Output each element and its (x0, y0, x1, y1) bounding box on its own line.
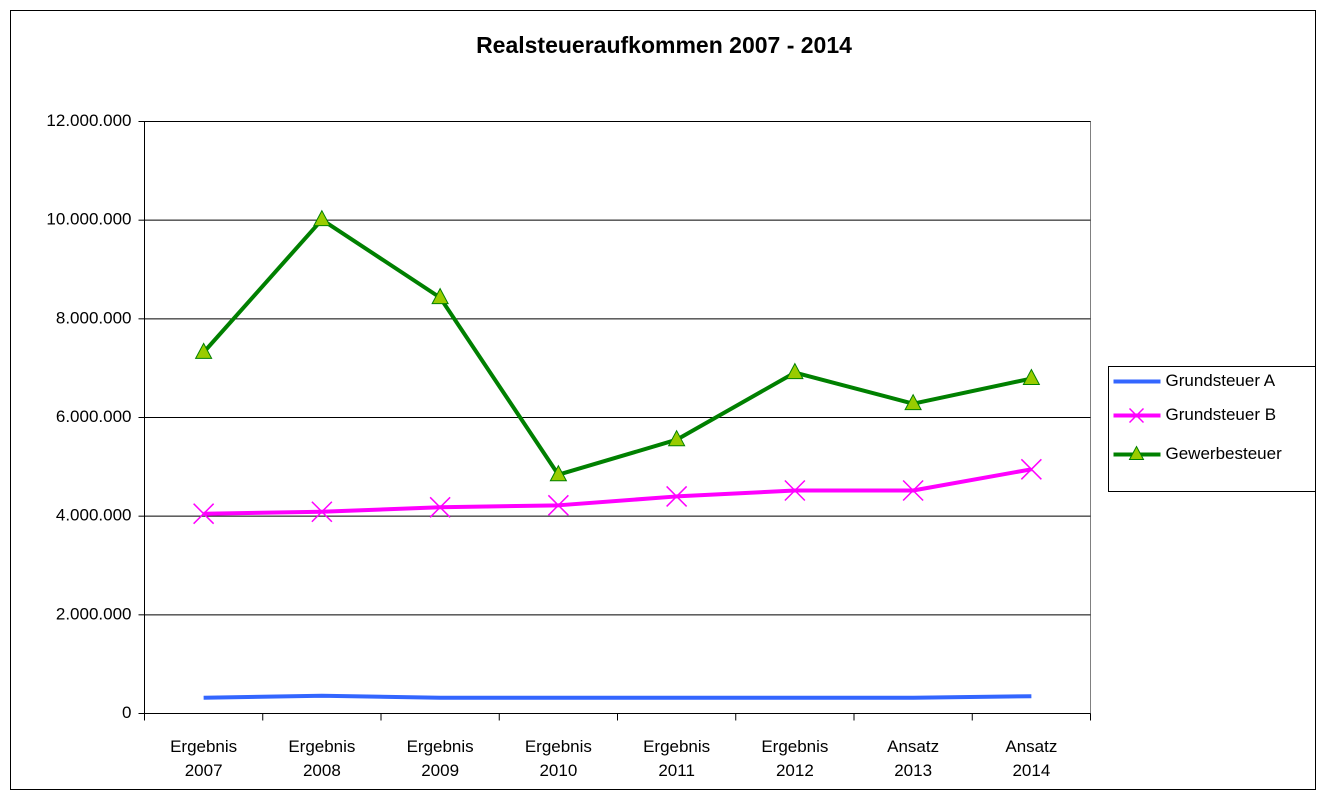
x-tick-label: 2012 (776, 761, 814, 780)
point-marker (193, 503, 215, 525)
point-marker (549, 464, 568, 482)
point-marker (194, 342, 213, 359)
y-tick-label: 12.000.000 (46, 111, 131, 130)
point-marker (786, 362, 804, 380)
legend-label: Grundsteuer B (1166, 405, 1277, 424)
y-tick-label: 4.000.000 (56, 506, 132, 525)
chart-title: Realsteueraufkommen 2007 - 2014 (476, 32, 852, 58)
x-tick-label: 2014 (1012, 761, 1050, 780)
point-marker (902, 479, 924, 502)
point-marker (547, 494, 569, 516)
legend-marker (1128, 407, 1145, 424)
x-tick-label: Ergebnis (288, 737, 355, 756)
x-tick-label: Ergebnis (643, 737, 710, 756)
x-tick-label: 2013 (894, 761, 932, 780)
x-tick-label: Ansatz (887, 737, 939, 756)
point-marker (429, 496, 451, 518)
legend-marker (1128, 445, 1145, 460)
point-marker (311, 501, 333, 523)
x-tick-label: Ergebnis (170, 737, 237, 756)
y-tick-label: 2.000.000 (56, 604, 132, 623)
x-tick-label: 2009 (421, 761, 459, 780)
legend-box (1108, 366, 1316, 492)
x-tick-label: 2007 (185, 761, 223, 780)
point-marker (904, 393, 922, 411)
x-tick-label: Ergebnis (407, 737, 474, 756)
y-tick-label: 0 (122, 703, 131, 722)
point-marker (1020, 458, 1042, 480)
x-tick-label: Ergebnis (525, 737, 592, 756)
x-tick-label: 2008 (303, 761, 341, 780)
point-marker (431, 287, 449, 305)
x-tick-label: Ansatz (1005, 737, 1057, 756)
x-tick-label: 2010 (539, 761, 577, 780)
point-marker (313, 209, 331, 227)
x-tick-label: 2011 (658, 761, 695, 780)
legend-label: Grundsteuer A (1166, 371, 1276, 390)
point-marker (784, 479, 806, 502)
point-marker (1022, 368, 1041, 386)
series-line (203, 467, 1032, 516)
y-tick-label: 6.000.000 (56, 407, 132, 426)
legend-label: Gewerbesteuer (1166, 444, 1283, 463)
y-tick-label: 8.000.000 (56, 308, 132, 327)
series-line (202, 217, 1032, 477)
y-tick-label: 10.000.000 (46, 210, 131, 229)
point-marker (666, 485, 688, 507)
x-tick-label: Ergebnis (761, 737, 828, 756)
series-line (203, 693, 1032, 700)
point-marker (667, 429, 686, 447)
